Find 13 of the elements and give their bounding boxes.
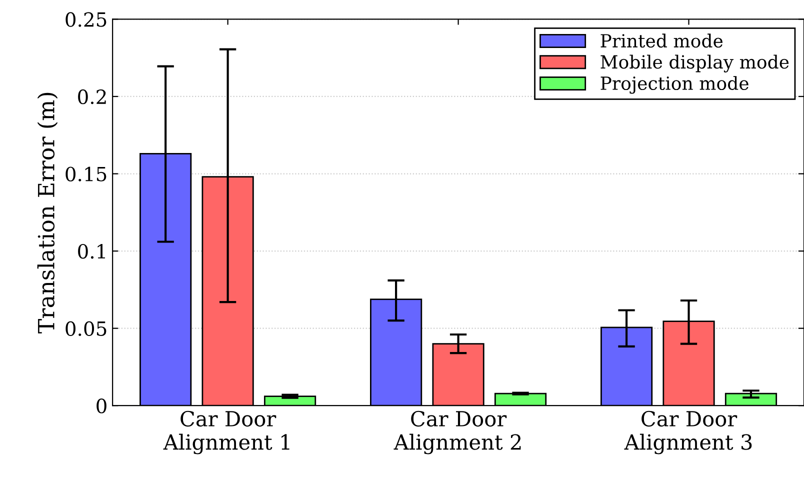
legend-label: Projection mode: [600, 76, 748, 94]
y-tick-label: 0.05: [66, 321, 106, 336]
x-tick-label: Car Door Alignment 1: [163, 410, 290, 454]
y-tick-label: 0: [96, 398, 106, 414]
legend-label: Mobile display mode: [600, 54, 789, 72]
x-tick-label: Car Door Alignment 3: [624, 410, 752, 454]
y-tick-label: 0.2: [78, 89, 106, 104]
y-tick-label: 0.1: [78, 244, 105, 259]
y-tick-label: 0.25: [66, 12, 106, 27]
legend-label: Printed mode: [600, 34, 723, 48]
y-tick-label: 0.15: [66, 166, 106, 182]
x-tick-label: Car Door Alignment 2: [394, 410, 521, 454]
y-axis-title: Translation Error (m): [37, 92, 58, 334]
